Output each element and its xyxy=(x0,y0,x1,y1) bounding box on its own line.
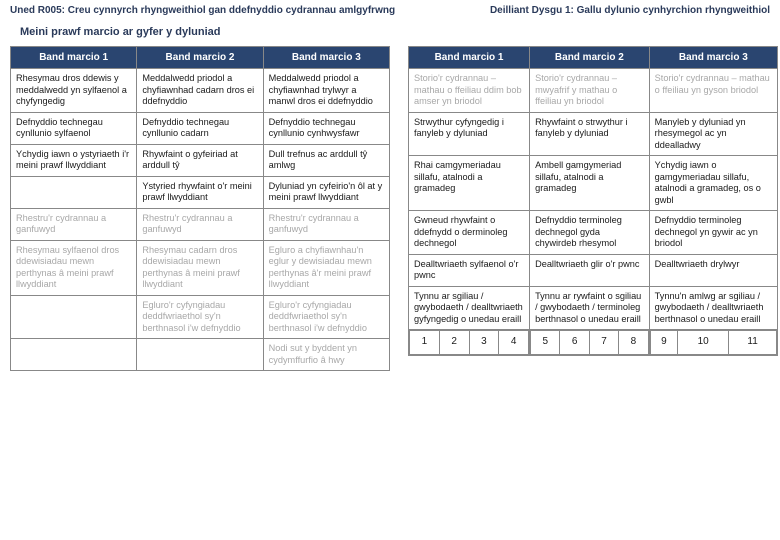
criteria-cell: Ychydig iawn o gamgymeriadau sillafu, at… xyxy=(649,156,777,211)
criteria-cell: Defnyddio technegau cynllunio cynhwysfaw… xyxy=(263,112,389,144)
criteria-cell xyxy=(137,339,263,371)
criteria-table-left: Band marcio 1 Band marcio 2 Band marcio … xyxy=(10,46,390,371)
criteria-cell: Rhestru'r cydrannau a ganfuwyd xyxy=(11,208,137,240)
criteria-cell: Meddalwedd priodol a chyfiawnhad trylwyr… xyxy=(263,69,389,113)
criteria-cell: Egluro'r cyfyngiadau deddfwriaethol sy'n… xyxy=(263,295,389,339)
criteria-cell: Defnyddio technegau cynllunio sylfaenol xyxy=(11,112,137,144)
criteria-cell: Strwythur cyfyngedig i fanyleb y dylunia… xyxy=(409,112,530,156)
criteria-cell: Tynnu'n amlwg ar sgiliau / gwybodaeth / … xyxy=(649,286,777,330)
criteria-cell: Ystyried rhywfaint o'r meini prawf llwyd… xyxy=(137,176,263,208)
criteria-cell: Dealltwriaeth sylfaenol o'r pwnc xyxy=(409,254,530,286)
criteria-cell: Rhai camgymeriadau sillafu, atalnodi a g… xyxy=(409,156,530,211)
criteria-cell: Manyleb y dyluniad yn rhesymegol ac yn d… xyxy=(649,112,777,156)
criteria-cell: Rhesymau sylfaenol dros ddewisiadau mewn… xyxy=(11,240,137,295)
band-header: Band marcio 2 xyxy=(530,47,650,69)
criteria-cell: Rhestru'r cydrannau a ganfuwyd xyxy=(137,208,263,240)
criteria-cell: Dyluniad yn cyfeirio'n ôl at y meini pra… xyxy=(263,176,389,208)
criteria-cell: Tynnu ar sgiliau / gwybodaeth / dealltwr… xyxy=(409,286,530,330)
criteria-cell: Defnyddio technegau cynllunio cadarn xyxy=(137,112,263,144)
criteria-cell: Rhywfaint o gyfeiriad at arddull tŷ xyxy=(137,144,263,176)
band-header: Band marcio 3 xyxy=(263,47,389,69)
criteria-cell: Dealltwriaeth glir o'r pwnc xyxy=(530,254,650,286)
band-header: Band marcio 2 xyxy=(137,47,263,69)
learning-outcome: Deilliant Dysgu 1: Gallu dylunio cynhyrc… xyxy=(490,5,770,16)
criteria-cell: Rhesymau dros ddewis y meddalwedd yn syl… xyxy=(11,69,137,113)
criteria-table-right: Band marcio 1 Band marcio 2 Band marcio … xyxy=(408,46,778,356)
criteria-cell: Dull trefnus ac arddull tŷ amlwg xyxy=(263,144,389,176)
band-header: Band marcio 1 xyxy=(11,47,137,69)
mark-numbers: 1234 xyxy=(409,330,530,356)
band-header: Band marcio 3 xyxy=(649,47,777,69)
criteria-cell: Meddalwedd priodol a chyfiawnhad cadarn … xyxy=(137,69,263,113)
criteria-cell: Nodi sut y byddent yn cydymffurfio â hwy xyxy=(263,339,389,371)
mark-numbers: 91011 xyxy=(649,330,777,356)
criteria-cell: Rhesymau cadarn dros ddewisiadau mewn pe… xyxy=(137,240,263,295)
criteria-cell: Ambell gamgymeriad sillafu, atalnodi a g… xyxy=(530,156,650,211)
section-title: Meini prawf marcio ar gyfer y dyluniad xyxy=(20,26,770,38)
mark-numbers: 5678 xyxy=(530,330,650,356)
criteria-cell xyxy=(11,339,137,371)
criteria-cell: Dealltwriaeth drylwyr xyxy=(649,254,777,286)
criteria-cell xyxy=(11,295,137,339)
criteria-cell: Storio'r cydrannau – mathau o ffeiliau y… xyxy=(649,69,777,113)
unit-title: Uned R005: Creu cynnyrch rhyngweithiol g… xyxy=(10,5,395,16)
criteria-cell: Storio'r cydrannau – mathau o ffeiliau d… xyxy=(409,69,530,113)
criteria-cell: Ychydig iawn o ystyriaeth i'r meini praw… xyxy=(11,144,137,176)
criteria-cell: Gwneud rhywfaint o ddefnydd o derminoleg… xyxy=(409,211,530,255)
criteria-cell: Egluro a chyfiawnhau'n eglur y dewisiada… xyxy=(263,240,389,295)
band-header: Band marcio 1 xyxy=(409,47,530,69)
criteria-cell: Rhestru'r cydrannau a ganfuwyd xyxy=(263,208,389,240)
criteria-cell: Defnyddio terminoleg dechnegol gyda chyw… xyxy=(530,211,650,255)
criteria-cell: Tynnu ar rywfaint o sgiliau / gwybodaeth… xyxy=(530,286,650,330)
criteria-cell: Egluro'r cyfyngiadau deddfwriaethol sy'n… xyxy=(137,295,263,339)
criteria-cell: Defnyddio terminoleg dechnegol yn gywir … xyxy=(649,211,777,255)
criteria-cell xyxy=(11,176,137,208)
criteria-cell: Rhywfaint o strwythur i fanyleb y dyluni… xyxy=(530,112,650,156)
criteria-cell: Storio'r cydrannau – mwyafrif y mathau o… xyxy=(530,69,650,113)
